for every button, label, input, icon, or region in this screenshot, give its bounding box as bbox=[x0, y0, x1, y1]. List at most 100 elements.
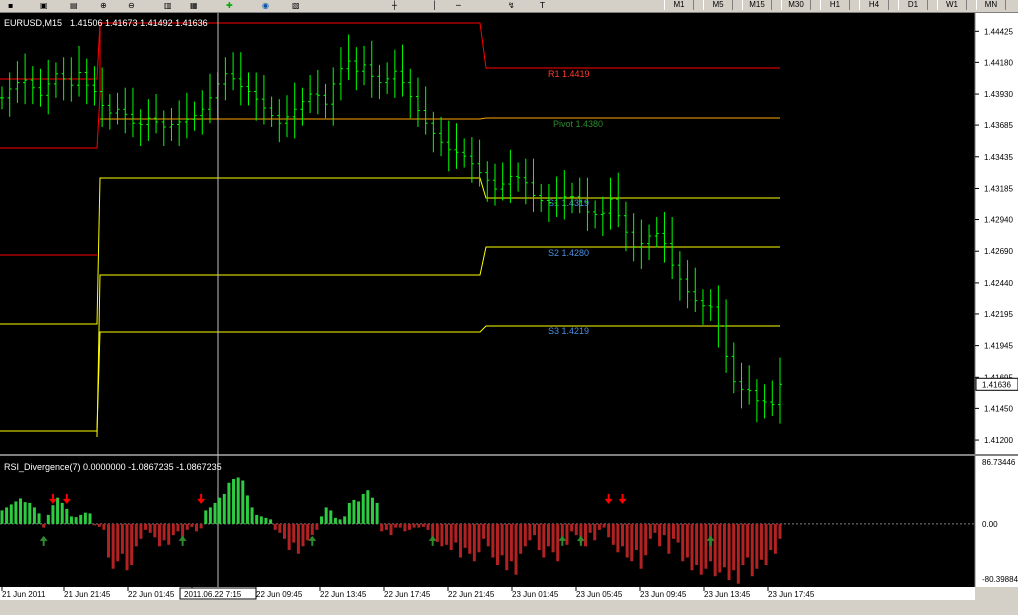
rsi-bar bbox=[778, 523, 782, 539]
rsi-bar bbox=[315, 523, 319, 530]
chart-area[interactable]: 1.44425 1.44180 1.43930 1.43685 1.43435 1.431… bbox=[0, 13, 1018, 610]
timeframe-button-m5[interactable]: M5 bbox=[703, 0, 733, 10]
price-axis-label: 1.43185 bbox=[984, 184, 1013, 193]
rsi-bar bbox=[352, 499, 356, 524]
rsi-down-arrow bbox=[48, 493, 57, 504]
zoom-out-icon[interactable]: ⊖ bbox=[128, 1, 135, 10]
rsi-up-arrow bbox=[178, 535, 187, 546]
time-axis-label: 22 Jun 09:45 bbox=[256, 590, 303, 599]
market-watch-icon[interactable]: ▤ bbox=[70, 1, 78, 10]
rsi-bar bbox=[769, 523, 773, 551]
rsi-bar bbox=[384, 523, 388, 530]
rsi-axis-label: -80.39884 bbox=[982, 575, 1018, 584]
pivot-line bbox=[100, 117, 780, 120]
rsi-bar bbox=[509, 523, 513, 562]
rsi-bar bbox=[9, 504, 13, 524]
rsi-bar bbox=[176, 523, 180, 532]
price-axis-label: 1.42690 bbox=[984, 247, 1013, 256]
arrow-icon[interactable]: ↯ bbox=[508, 1, 515, 10]
rsi-bar bbox=[213, 502, 217, 524]
rsi-bar bbox=[486, 523, 490, 547]
timeframe-button-m15[interactable]: M15 bbox=[742, 0, 772, 10]
price-axis-label: 1.41200 bbox=[984, 436, 1013, 445]
timeframe-button-m30[interactable]: M30 bbox=[781, 0, 811, 10]
timeframe-button-mn[interactable]: MN bbox=[976, 0, 1006, 10]
level-label-s2: S2 1.4280 bbox=[548, 248, 589, 258]
timeframe-button-w1[interactable]: W1 bbox=[937, 0, 967, 10]
rsi-bar bbox=[463, 523, 467, 548]
rsi-down-arrow bbox=[618, 493, 627, 504]
price-panel bbox=[0, 13, 975, 454]
rsi-bar bbox=[241, 480, 245, 524]
rsi-bar bbox=[232, 478, 236, 524]
rsi-bar bbox=[361, 493, 365, 524]
rsi-bar bbox=[32, 507, 36, 524]
rsi-bar bbox=[60, 502, 64, 524]
rsi-up-arrow bbox=[308, 535, 317, 546]
rsi-bar bbox=[14, 501, 18, 524]
rsi-bar bbox=[440, 523, 444, 547]
rsi-bar bbox=[347, 502, 351, 524]
rsi-bar bbox=[727, 523, 731, 580]
time-axis-label: 23 Jun 05:45 bbox=[576, 590, 623, 599]
timeframe-button-d1[interactable]: D1 bbox=[898, 0, 928, 10]
price-axis-panel bbox=[975, 13, 1018, 587]
rsi-bar bbox=[208, 507, 212, 524]
rsi-bar bbox=[394, 523, 398, 528]
add-indicator-icon[interactable]: ✚ bbox=[226, 1, 233, 10]
rsi-bar bbox=[148, 523, 152, 533]
rsi-bar bbox=[366, 490, 370, 524]
rsi-bar bbox=[0, 510, 4, 524]
rsi-bar bbox=[130, 523, 134, 566]
new-chart-icon[interactable]: ▪ bbox=[8, 1, 14, 10]
rsi-bar bbox=[722, 523, 726, 568]
rsi-bar bbox=[333, 517, 337, 524]
text-icon[interactable]: T bbox=[540, 1, 545, 10]
rsi-bar bbox=[269, 519, 273, 524]
rsi-bar bbox=[389, 523, 393, 536]
timeframe-button-h4[interactable]: H4 bbox=[859, 0, 889, 10]
rsi-bar bbox=[236, 477, 240, 524]
tile-icon[interactable]: ▥ bbox=[164, 1, 172, 10]
rsi-up-arrow bbox=[39, 535, 48, 546]
line-icon[interactable]: │ bbox=[432, 1, 437, 10]
rsi-bar bbox=[37, 513, 41, 524]
timeframe-button-m1[interactable]: M1 bbox=[664, 0, 694, 10]
rsi-bar bbox=[245, 495, 249, 524]
rsi-bar bbox=[681, 523, 685, 562]
rsi-bar bbox=[195, 523, 198, 532]
zoom-in-icon[interactable]: ⊕ bbox=[100, 1, 107, 10]
rsi-bar bbox=[120, 523, 124, 554]
rsi-bar bbox=[278, 523, 282, 533]
template-icon[interactable]: ◉ bbox=[262, 1, 269, 10]
rsi-bar bbox=[718, 523, 722, 573]
rsi-bar bbox=[634, 523, 638, 551]
time-axis-label: 23 Jun 09:45 bbox=[640, 590, 687, 599]
rsi-bar bbox=[79, 514, 83, 524]
rsi-bar bbox=[5, 507, 9, 524]
rsi-bar bbox=[292, 523, 296, 543]
timeframe-button-h1[interactable]: H1 bbox=[820, 0, 850, 10]
rsi-bar bbox=[204, 510, 208, 524]
rsi-bar bbox=[630, 523, 634, 562]
rsi-bar bbox=[426, 523, 430, 530]
rsi-bar bbox=[565, 523, 569, 545]
rsi-bar bbox=[472, 523, 476, 562]
rsi-bar bbox=[574, 523, 578, 536]
rsi-bar bbox=[51, 505, 55, 524]
rsi-bar bbox=[185, 523, 189, 530]
navigator-icon[interactable]: ▧ bbox=[292, 1, 300, 10]
rsi-bar bbox=[102, 523, 106, 530]
rsi-bar bbox=[23, 502, 27, 524]
rsi-bar bbox=[199, 523, 203, 529]
rsi-bar bbox=[746, 523, 750, 558]
level-label-r1: R1 1.4419 bbox=[548, 69, 590, 79]
rsi-bar bbox=[162, 523, 166, 541]
terminal-icon[interactable]: ─ bbox=[456, 1, 461, 10]
rsi-bar bbox=[500, 523, 504, 556]
profiles-icon[interactable]: ▣ bbox=[40, 1, 48, 10]
time-axis-label: 23 Jun 01:45 bbox=[512, 590, 559, 599]
periods-icon[interactable]: ▦ bbox=[190, 1, 198, 10]
rsi-bar bbox=[505, 523, 509, 571]
cross-icon[interactable]: ┼ bbox=[392, 1, 397, 10]
